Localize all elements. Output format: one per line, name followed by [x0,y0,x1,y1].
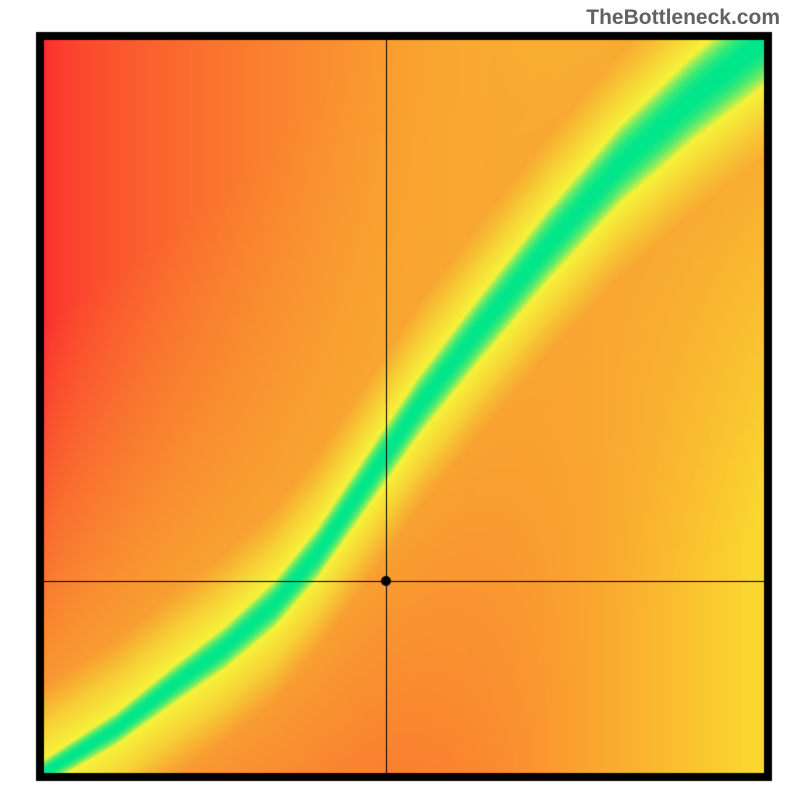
chart-container: TheBottleneck.com [0,0,800,800]
attribution-text: TheBottleneck.com [586,6,780,30]
heatmap-canvas [0,0,800,800]
